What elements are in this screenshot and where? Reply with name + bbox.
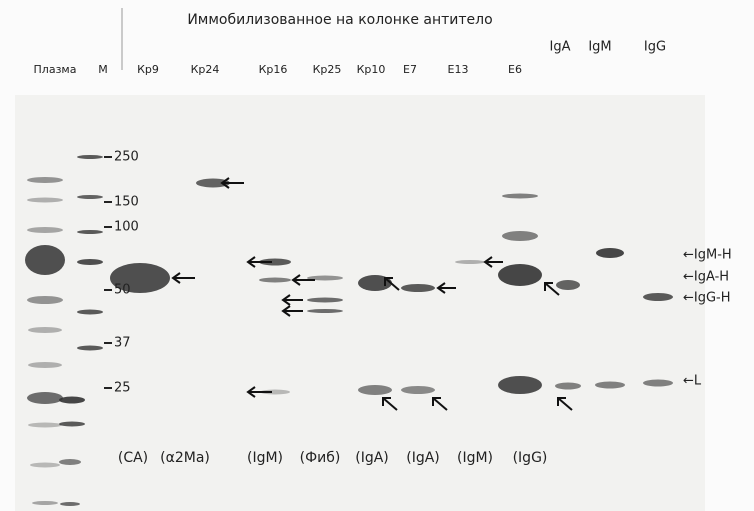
band [27,227,63,233]
band [77,259,103,265]
gel-figure: Иммобилизованное на колонке антитело Пла… [0,0,754,511]
specificity-label: (CA) [118,450,148,466]
band [259,278,291,283]
header-title: Иммобилизованное на колонке антитело [187,12,492,28]
specificity-label: (IgG) [513,450,548,466]
specificity-label: (Фиб) [300,450,341,466]
band [59,459,81,465]
band [27,177,63,183]
band [27,198,63,203]
band [358,385,392,395]
lane-label: IgM [588,40,611,55]
band [25,245,65,275]
lane-label: Кр25 [313,63,342,76]
band [401,386,435,394]
marker-label: 150 [114,195,139,210]
lane-label: IgA [550,40,571,55]
band [59,422,85,427]
band [28,423,62,428]
band [307,298,343,303]
band [32,501,58,505]
band [498,376,542,394]
band [59,397,85,404]
specificity-label: (IgM) [247,450,283,466]
band [77,195,103,199]
marker-label: 25 [114,381,131,396]
band [643,293,673,301]
band [77,310,103,315]
lane-label: M [98,63,108,76]
band [556,280,580,290]
band [555,383,581,390]
band [307,309,343,313]
chain-label: ←L [683,374,702,389]
band [27,296,63,304]
lane-label: E7 [403,63,417,76]
band [60,502,80,506]
band [502,194,538,199]
lane-label: Кр16 [259,63,288,76]
lane-label: IgG [644,40,666,55]
band [401,284,435,292]
band [77,346,103,351]
specificity-label: (IgA) [355,450,389,466]
band [455,260,485,264]
chain-label: ←IgA-H [683,270,729,285]
band [77,155,103,159]
band [643,380,673,387]
lane-label: Кр24 [191,63,220,76]
band [595,382,625,389]
lane-label: E13 [448,63,469,76]
marker-label: 50 [114,283,131,298]
specificity-label: (α2Ma) [160,450,210,466]
chain-label: ←IgM-H [683,248,732,263]
specificity-label: (IgM) [457,450,493,466]
marker-label: 100 [114,220,139,235]
lane-label: Кр9 [137,63,159,76]
specificity-label: (IgA) [406,450,440,466]
chain-label: ←IgG-H [683,291,731,306]
lane-label: Плазма [34,63,77,76]
band [30,463,60,468]
band [77,230,103,234]
marker-label: 250 [114,150,139,165]
band [498,264,542,286]
band [596,248,624,258]
band [27,392,63,404]
lane-label: Кр10 [357,63,386,76]
lane-label: E6 [508,63,522,76]
band [28,362,62,368]
band [502,231,538,241]
marker-label: 37 [114,336,131,351]
band [28,327,62,333]
